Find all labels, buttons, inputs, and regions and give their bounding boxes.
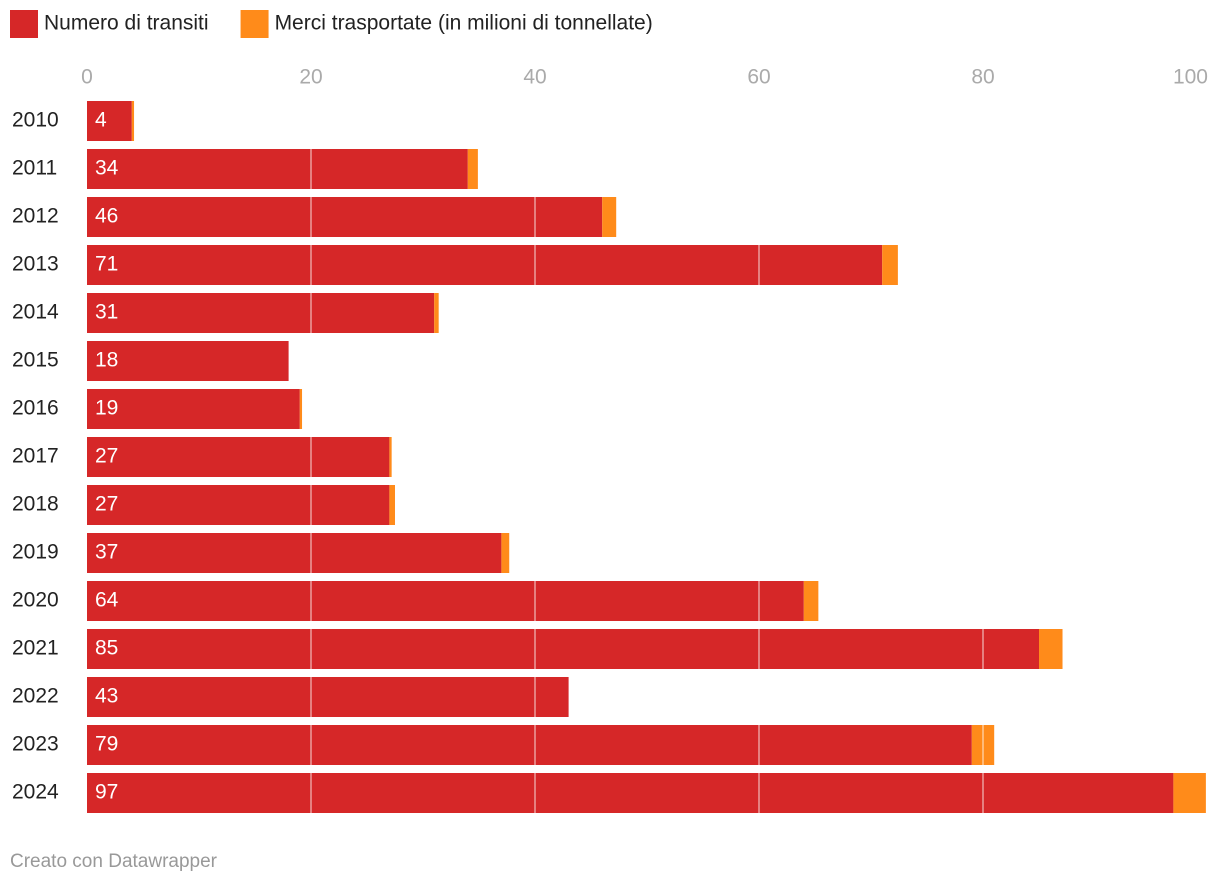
- bar-segment: [389, 437, 392, 477]
- x-tick-label: 60: [747, 66, 770, 89]
- y-tick-label: 2015: [12, 349, 59, 372]
- bar-segment: [501, 533, 510, 573]
- data-label: 46: [95, 205, 118, 228]
- bar-segment: [87, 245, 883, 285]
- y-tick-label: 2017: [12, 445, 59, 468]
- y-tick-label: 2018: [12, 493, 59, 516]
- data-label: 31: [95, 301, 118, 324]
- y-tick-label: 2016: [12, 397, 59, 420]
- bar-segment: [602, 197, 617, 237]
- bar-segment: [87, 485, 390, 525]
- data-label: 85: [95, 637, 118, 660]
- x-tick-label: 40: [523, 66, 546, 89]
- y-tick-label: 2014: [12, 301, 59, 324]
- y-tick-label: 2019: [12, 541, 59, 564]
- data-label: 64: [95, 589, 119, 612]
- bar-segment: [87, 293, 435, 333]
- bar-segment: [87, 533, 502, 573]
- data-label: 19: [95, 397, 118, 420]
- y-tick-label: 2011: [12, 157, 57, 180]
- bar-segment: [87, 677, 569, 717]
- y-tick-label: 2022: [12, 685, 59, 708]
- y-tick-label: 2012: [12, 205, 59, 228]
- y-tick-label: 2024: [12, 781, 59, 804]
- data-label: 18: [95, 349, 118, 372]
- bar-segment: [299, 389, 303, 429]
- y-tick-label: 2023: [12, 733, 59, 756]
- legend-swatch: [10, 10, 38, 38]
- bar-segment: [87, 629, 1039, 669]
- bar-segment: [87, 149, 468, 189]
- bar-segment: [87, 197, 603, 237]
- legend-label: Numero di transiti: [44, 12, 209, 35]
- x-tick-label: 20: [299, 66, 322, 89]
- footer: Creato con Datawrapper: [10, 851, 218, 872]
- legend-label: Merci trasportate (in milioni di tonnell…: [275, 12, 653, 35]
- data-label: 71: [95, 253, 118, 276]
- bar-segment: [434, 293, 439, 333]
- data-label: 34: [95, 157, 119, 180]
- bar-segment: [803, 581, 819, 621]
- bar-segment: [87, 437, 390, 477]
- bar-segment: [882, 245, 898, 285]
- bar-segment: [1039, 629, 1063, 669]
- data-label: 27: [95, 445, 118, 468]
- data-label: 79: [95, 733, 118, 756]
- data-label: 37: [95, 541, 118, 564]
- bar-segment: [87, 341, 289, 381]
- bar-segment: [87, 581, 804, 621]
- y-tick-label: 2010: [12, 109, 59, 132]
- bar-segment: [1173, 773, 1206, 813]
- x-tick-label: 80: [971, 66, 994, 89]
- bar-segment: [87, 773, 1174, 813]
- x-tick-label: 100: [1173, 66, 1208, 89]
- bar-segment: [87, 389, 300, 429]
- bar-segment: [87, 725, 972, 765]
- data-label: 43: [95, 685, 118, 708]
- legend-swatch: [240, 10, 269, 38]
- bar-segment: [467, 149, 478, 189]
- bar-segment: [131, 101, 135, 141]
- data-label: 4: [95, 109, 107, 132]
- y-tick-label: 2013: [12, 253, 59, 276]
- y-tick-label: 2021: [12, 637, 59, 660]
- bar-segment: [389, 485, 395, 525]
- bar-segment: [87, 101, 132, 141]
- x-tick-label: 0: [81, 66, 93, 89]
- data-label: 97: [95, 781, 118, 804]
- y-tick-label: 2020: [12, 589, 59, 612]
- data-label: 27: [95, 493, 118, 516]
